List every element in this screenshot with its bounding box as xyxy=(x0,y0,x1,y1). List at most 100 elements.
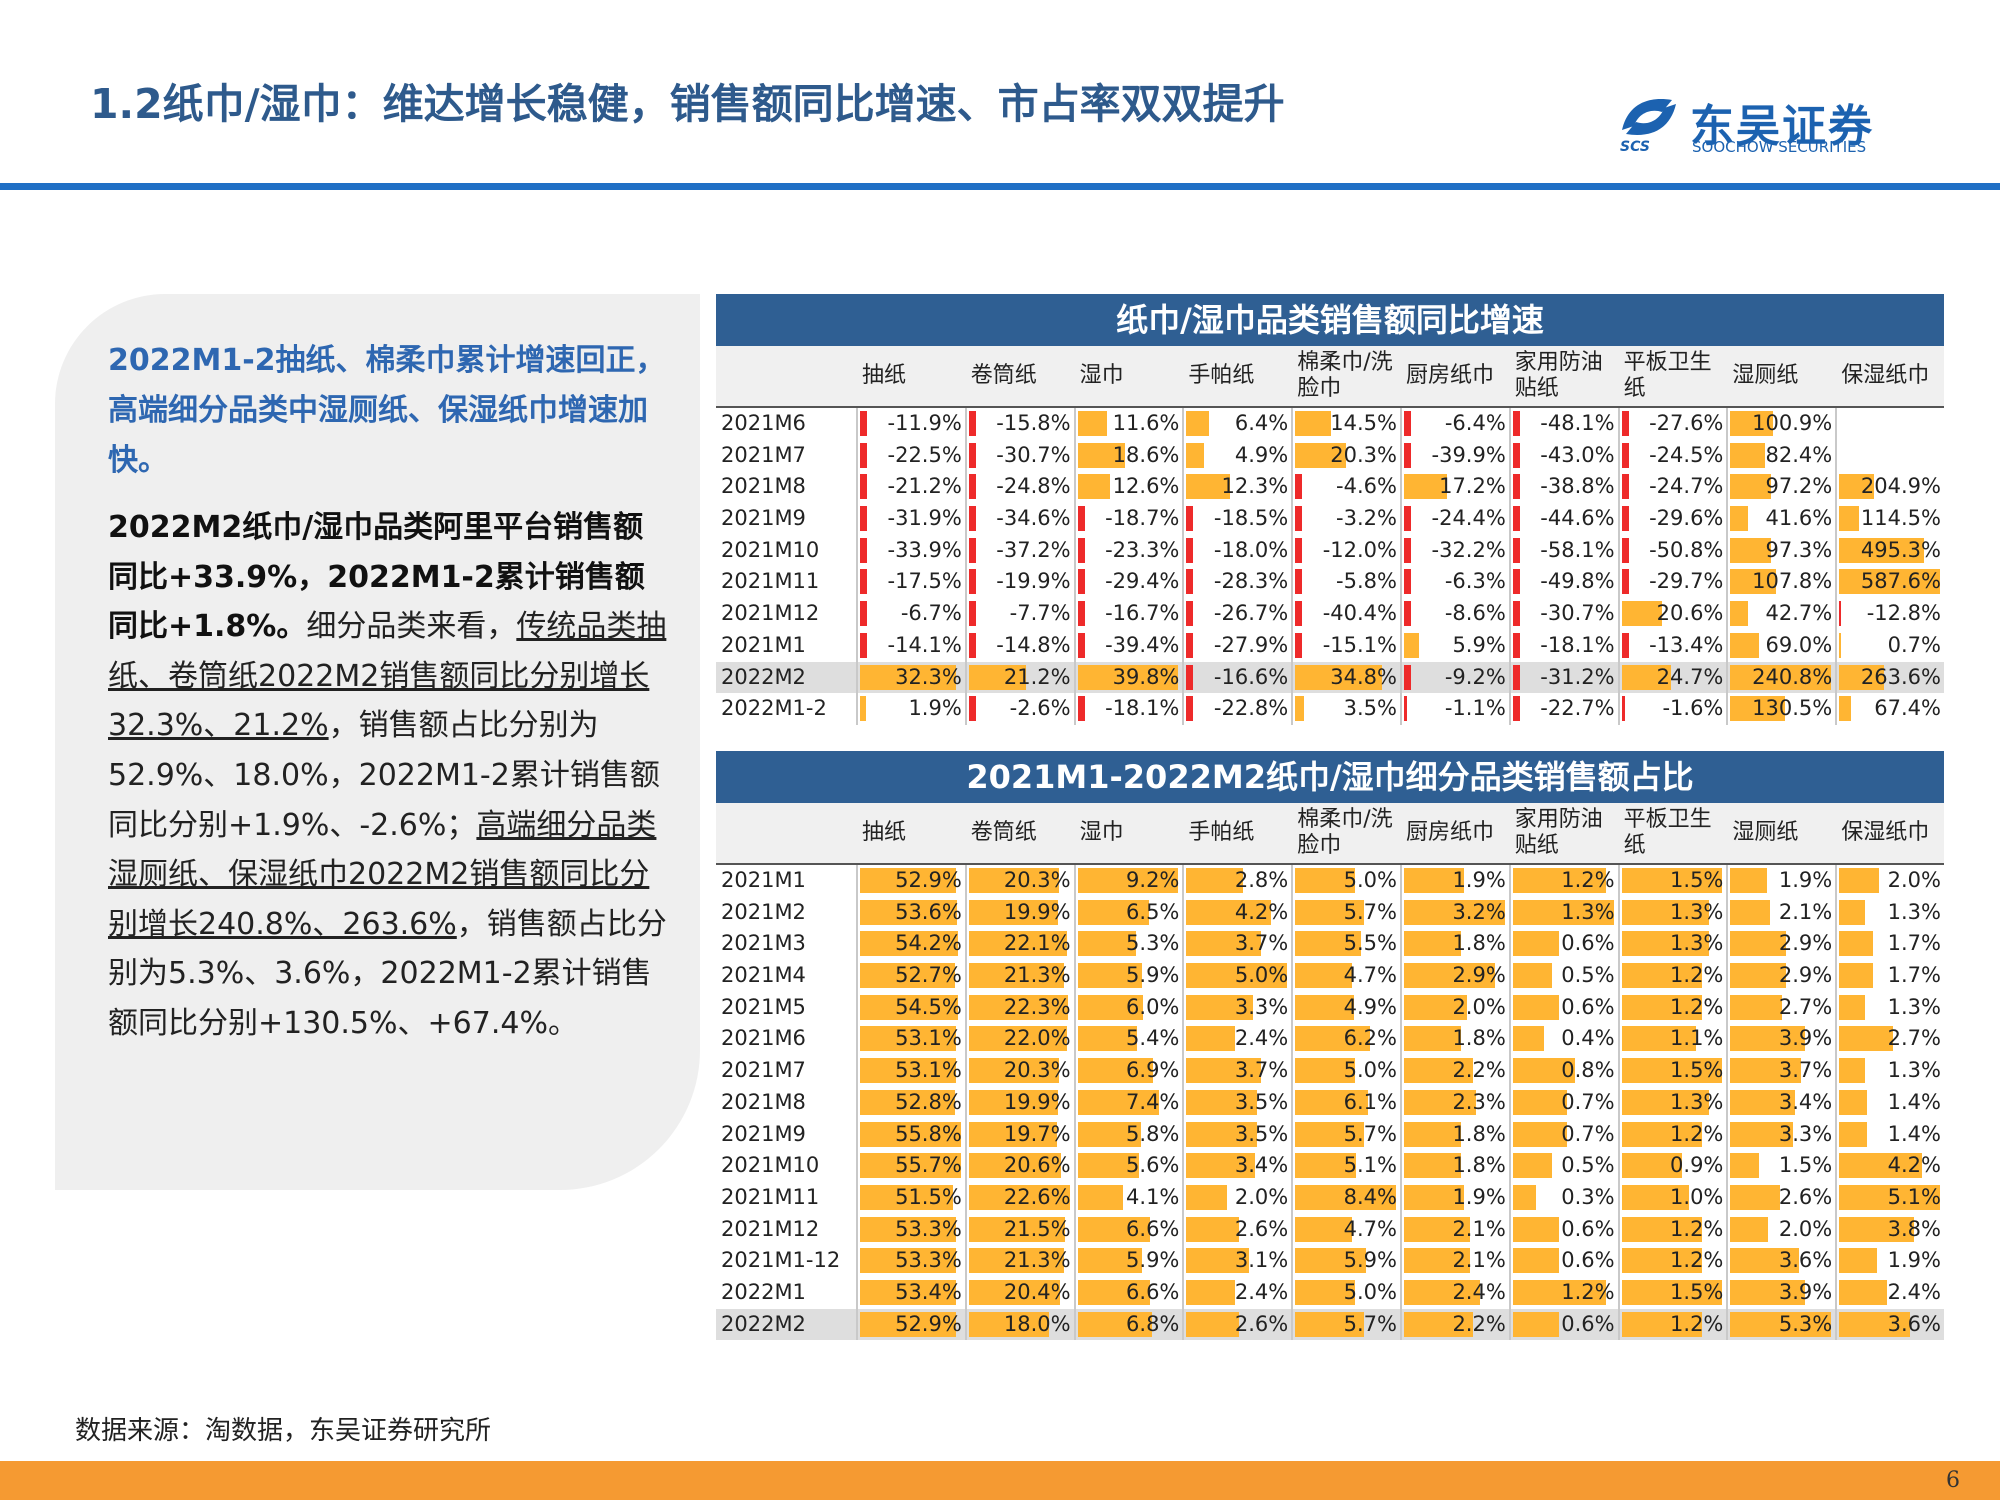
data-bar xyxy=(860,1121,961,1147)
data-bar xyxy=(1186,1089,1257,1115)
data-cell: -23.3% xyxy=(1073,534,1185,567)
data-cell: 24.7% xyxy=(1617,661,1729,694)
data-cell: 7.4% xyxy=(1073,1086,1185,1119)
data-bar xyxy=(1295,1026,1370,1052)
data-bar xyxy=(1512,963,1552,989)
data-cell: 2.2% xyxy=(1400,1308,1511,1341)
data-bar xyxy=(968,664,1027,690)
data-bar xyxy=(1186,1121,1257,1147)
cell-value: 18.0% xyxy=(1003,1311,1071,1336)
cell-value: 21.3% xyxy=(1003,1248,1071,1273)
data-bar xyxy=(968,1248,1064,1274)
page-number: 6 xyxy=(1946,1468,1960,1493)
table-row: 2021M9 55.8% 19.7% 5.8% 3.5% 5.7% 1.8% 0.7% 1.2%… xyxy=(716,1118,1944,1151)
data-bar xyxy=(1404,474,1448,500)
data-cell: 100.9% xyxy=(1726,408,1837,440)
row-label: 2021M1 xyxy=(721,868,806,892)
cell-value: 3.2% xyxy=(1452,899,1506,924)
data-cell: 55.7% xyxy=(856,1150,967,1182)
cell-value: 3.8% xyxy=(1887,1216,1941,1241)
cell-value: -22.7% xyxy=(1540,696,1615,721)
data-cell: -14.1% xyxy=(856,629,967,662)
cell-value: 3.6% xyxy=(1887,1311,1941,1336)
cell-value: 130.5% xyxy=(1752,696,1833,721)
data-bar xyxy=(1295,537,1303,563)
cell-value: 3.7% xyxy=(1234,931,1289,956)
data-cell: 0.7% xyxy=(1508,1086,1620,1119)
cell-value: -14.8% xyxy=(996,632,1071,657)
cell-value: -44.6% xyxy=(1540,506,1615,531)
cell-value: 55.7% xyxy=(895,1153,962,1178)
data-cell: 20.6% xyxy=(964,1150,1076,1182)
cell-value: 0.6% xyxy=(1561,1311,1615,1336)
data-bar xyxy=(1295,1311,1364,1337)
data-cell: 5.5% xyxy=(1291,928,1402,961)
summary-text-1: 细分品类来看， xyxy=(306,609,517,645)
column-header: 卷筒纸 xyxy=(970,363,1037,388)
cell-value: 1.8% xyxy=(1452,1121,1506,1146)
data-cell: 4.7% xyxy=(1291,960,1402,992)
data-bar xyxy=(1839,1089,1867,1115)
data-cell: 18.0% xyxy=(964,1308,1076,1341)
data-bar xyxy=(1512,1058,1575,1084)
data-bar xyxy=(1730,411,1773,436)
data-cell: -18.1% xyxy=(1508,629,1620,662)
data-cell: -4.6% xyxy=(1291,471,1402,504)
row-label: 2021M12 xyxy=(721,601,820,626)
data-bar xyxy=(1839,899,1865,925)
cell-value: 5.6% xyxy=(1126,1153,1180,1178)
data-cell: 3.4% xyxy=(1726,1086,1837,1119)
cell-value: 8.4% xyxy=(1343,1184,1397,1209)
cell-value: 0.4% xyxy=(1561,1026,1615,1051)
cell-value: 1.2% xyxy=(1670,963,1724,988)
data-cell: 82.4% xyxy=(1726,439,1837,472)
data-cell: 0.5% xyxy=(1508,960,1620,992)
data-cell: 97.2% xyxy=(1726,471,1837,504)
cell-value: 2.4% xyxy=(1234,1279,1289,1304)
cell-value: 5.9% xyxy=(1343,1248,1397,1273)
table-row: 2021M4 52.7% 21.3% 5.9% 5.0% 4.7% 2.9% 0.5% 1.2%… xyxy=(716,960,1944,992)
cell-value: 5.3% xyxy=(1778,1311,1833,1336)
data-cell: 20.3% xyxy=(964,865,1076,897)
data-bar xyxy=(1186,1279,1235,1305)
data-bar xyxy=(1295,696,1304,722)
data-bar xyxy=(1839,664,1885,690)
data-cell: 2.9% xyxy=(1726,960,1837,992)
table-row: 2021M12 53.3% 21.5% 6.6% 2.6% 4.7% 2.1% 0.6% 1.2… xyxy=(716,1213,1944,1246)
data-bar xyxy=(1404,1311,1474,1337)
cell-value: 3.3% xyxy=(1778,1121,1833,1146)
table-row: 2021M9 -31.9% -34.6% -18.7% -18.5% -3.2% -24.4… xyxy=(716,503,1944,535)
cell-value: -30.7% xyxy=(1540,601,1615,626)
data-cell: -3.2% xyxy=(1291,503,1402,535)
column-header: 手帕纸 xyxy=(1188,363,1255,388)
data-cell: 0.5% xyxy=(1508,1150,1620,1182)
data-bar xyxy=(860,506,867,532)
data-cell: 2.3% xyxy=(1400,1086,1511,1119)
data-cell: 5.7% xyxy=(1291,1308,1402,1341)
data-cell: -9.2% xyxy=(1400,661,1511,694)
data-cell: 1.2% xyxy=(1617,991,1729,1024)
data-bar xyxy=(1295,1089,1369,1115)
data-cell: 22.3% xyxy=(964,991,1076,1024)
cell-value: 1.2% xyxy=(1561,1279,1615,1304)
data-bar xyxy=(968,506,976,532)
cell-value: 14.5% xyxy=(1330,411,1397,435)
data-bar xyxy=(1839,868,1879,893)
cell-value: 22.0% xyxy=(1003,1026,1071,1051)
data-bar xyxy=(1186,696,1194,722)
cell-value: 3.4% xyxy=(1778,1089,1833,1114)
data-cell: 2.4% xyxy=(1400,1276,1511,1309)
cell-value: 32.3% xyxy=(895,664,962,689)
cell-value: 107.8% xyxy=(1752,569,1833,594)
cell-value: 0.7% xyxy=(1887,632,1941,657)
data-cell: -49.8% xyxy=(1508,566,1620,599)
data-bar xyxy=(1621,1026,1696,1052)
data-bar xyxy=(1839,1153,1923,1179)
data-bar xyxy=(1512,1121,1568,1147)
cell-value: 19.9% xyxy=(1003,1089,1071,1114)
table-row: 2022M2 52.9% 18.0% 6.8% 2.6% 5.7% 2.2% 0.6% 1.2%… xyxy=(716,1308,1944,1341)
data-cell: 1.3% xyxy=(1617,1086,1729,1119)
data-cell: 3.7% xyxy=(1726,1055,1837,1087)
data-cell: -15.1% xyxy=(1291,629,1402,662)
data-bar xyxy=(860,1026,956,1052)
